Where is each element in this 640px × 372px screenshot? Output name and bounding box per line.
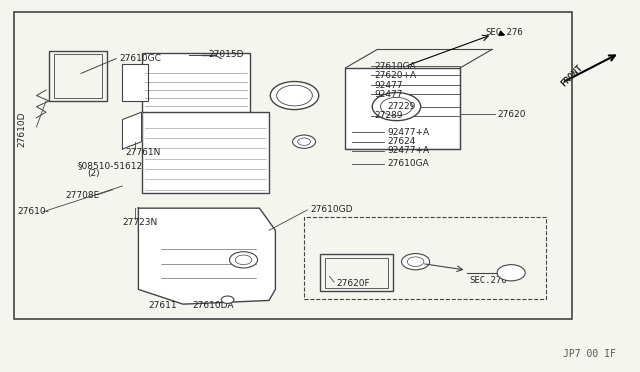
- Circle shape: [292, 135, 316, 148]
- Text: 27620F: 27620F: [336, 279, 369, 288]
- Polygon shape: [138, 208, 275, 304]
- Bar: [141, 53, 250, 119]
- Bar: [141, 112, 269, 193]
- Circle shape: [497, 264, 525, 281]
- Text: 92477: 92477: [374, 90, 403, 99]
- Text: 27723N: 27723N: [122, 218, 157, 227]
- Text: 27229: 27229: [387, 102, 415, 111]
- Text: 27610D: 27610D: [17, 111, 26, 147]
- Text: JP7 00 IF: JP7 00 IF: [563, 349, 616, 359]
- Text: 92477+A: 92477+A: [387, 147, 429, 155]
- Text: 27611: 27611: [148, 301, 177, 311]
- Text: 92477: 92477: [374, 81, 403, 90]
- Text: 27015D: 27015D: [209, 51, 244, 60]
- Bar: [14, 13, 572, 319]
- Circle shape: [270, 81, 319, 110]
- Polygon shape: [122, 112, 141, 149]
- Text: SEC.276: SEC.276: [470, 276, 508, 285]
- Text: 92477+A: 92477+A: [387, 128, 429, 137]
- Text: 27289: 27289: [374, 111, 403, 121]
- Text: SEC.276: SEC.276: [486, 28, 524, 37]
- Bar: [49, 51, 106, 101]
- Text: 27610GA: 27610GA: [387, 159, 429, 169]
- Text: 27610GA: 27610GA: [374, 61, 416, 71]
- Bar: [346, 68, 460, 149]
- Text: 27708E: 27708E: [65, 191, 99, 200]
- Bar: [304, 217, 546, 299]
- Text: 27610DA: 27610DA: [193, 301, 234, 311]
- Bar: [54, 54, 102, 99]
- Text: 27610GD: 27610GD: [310, 205, 353, 215]
- Circle shape: [372, 93, 420, 121]
- Circle shape: [401, 254, 429, 270]
- Circle shape: [230, 252, 257, 268]
- Text: §08510-51612: §08510-51612: [78, 161, 143, 170]
- Text: 27620+A: 27620+A: [374, 71, 416, 80]
- Text: FRONT: FRONT: [559, 62, 584, 88]
- Text: 27761N: 27761N: [125, 148, 161, 157]
- Text: 27620: 27620: [497, 109, 525, 119]
- Bar: [122, 64, 148, 101]
- Bar: [325, 258, 388, 288]
- Text: 27624: 27624: [387, 137, 415, 146]
- Text: 27610GC: 27610GC: [119, 54, 161, 63]
- Bar: [320, 254, 394, 291]
- Circle shape: [221, 296, 234, 304]
- Text: 27610-: 27610-: [17, 207, 49, 217]
- Text: (2): (2): [88, 169, 100, 177]
